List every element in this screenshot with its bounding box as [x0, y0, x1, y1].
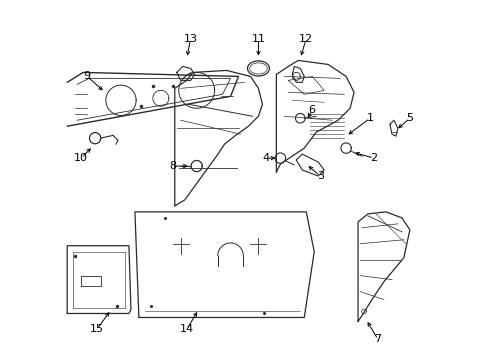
Text: 2: 2 — [370, 153, 377, 163]
Text: 10: 10 — [74, 153, 88, 163]
Text: 6: 6 — [308, 105, 315, 115]
Text: 7: 7 — [374, 334, 381, 345]
Text: 3: 3 — [316, 171, 323, 181]
Text: 15: 15 — [90, 324, 104, 334]
Text: 5: 5 — [406, 113, 412, 123]
Text: 9: 9 — [83, 71, 90, 81]
Text: 12: 12 — [299, 33, 313, 44]
Text: 8: 8 — [169, 161, 176, 171]
Text: 14: 14 — [179, 324, 193, 334]
Text: 13: 13 — [183, 33, 197, 44]
Text: 4: 4 — [263, 153, 269, 163]
Text: 11: 11 — [251, 33, 265, 44]
Text: 1: 1 — [366, 113, 373, 123]
